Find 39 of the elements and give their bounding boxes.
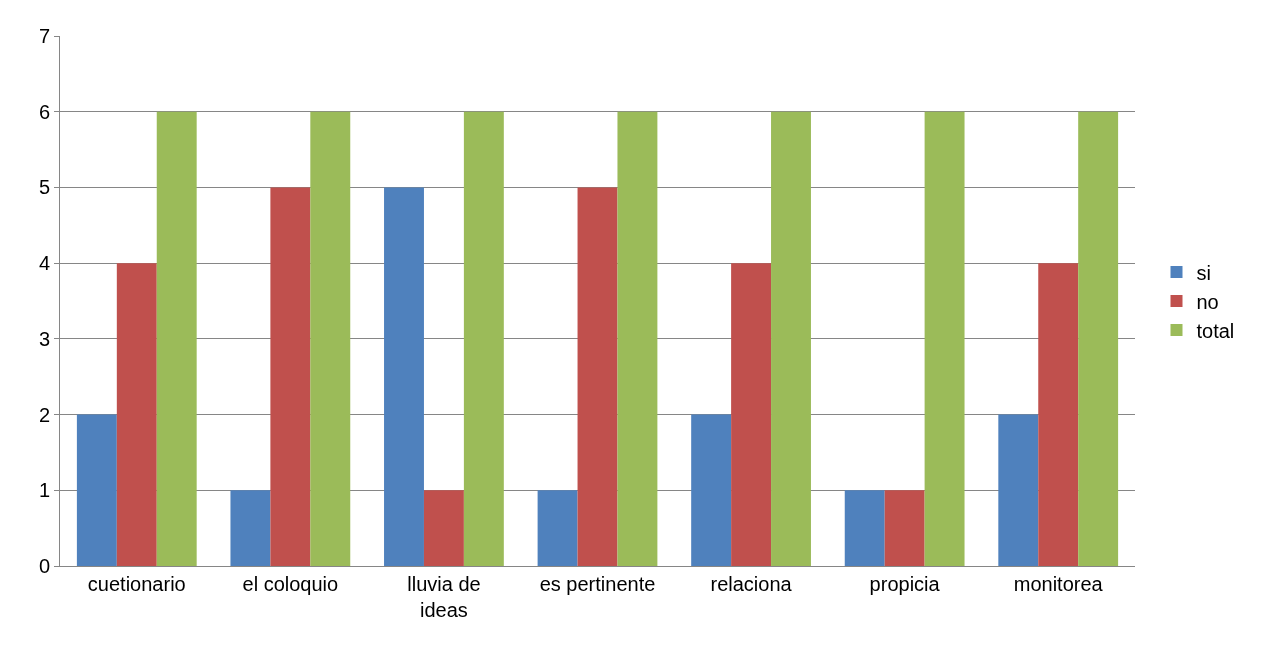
y-tick-label: 0 [38,555,50,577]
bar [156,111,197,566]
x-tick-label: monitorea [1013,573,1104,595]
y-tick-label: 3 [38,327,50,350]
bar [270,187,311,566]
x-tick-label: es pertinente [539,573,656,595]
x-tick-label: cuetionario [87,573,186,595]
bar [537,490,578,566]
y-tick-label: 5 [38,176,50,199]
y-tick-label: 6 [38,100,50,123]
bar [691,414,732,566]
bar [463,111,504,566]
y-tick-label: 4 [38,252,50,275]
bar [116,263,157,566]
bar [617,111,658,566]
y-tick-label: 7 [38,25,50,47]
bar [1038,263,1079,566]
legend-label: no [1196,290,1219,313]
x-tick-label: propicia [869,573,941,595]
y-tick-label: 2 [38,403,50,426]
bar [76,414,117,566]
bar [844,490,885,566]
bar [384,187,424,566]
bar [998,414,1039,566]
legend-label: total [1196,319,1235,342]
bar [884,490,925,566]
bar [924,111,965,566]
bar [731,263,772,566]
bar [423,490,464,566]
bar [310,111,351,566]
bar [577,187,618,566]
bar [771,111,811,566]
y-tick-label: 1 [38,479,50,502]
bar [230,490,271,566]
legend-label: si [1196,261,1211,284]
bar [1078,111,1119,566]
x-tick-label: relaciona [710,573,793,595]
x-tick-label: lluvia de ideas [407,573,481,621]
x-tick-label: el coloquio [242,573,339,595]
